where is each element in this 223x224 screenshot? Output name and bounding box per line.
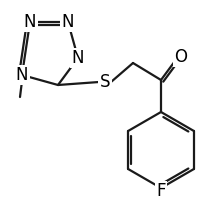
Text: F: F <box>156 182 166 200</box>
Text: N: N <box>72 49 84 67</box>
Text: N: N <box>62 13 74 31</box>
Text: N: N <box>16 66 28 84</box>
Text: O: O <box>175 48 188 66</box>
Text: S: S <box>100 73 110 91</box>
Text: N: N <box>24 13 36 31</box>
